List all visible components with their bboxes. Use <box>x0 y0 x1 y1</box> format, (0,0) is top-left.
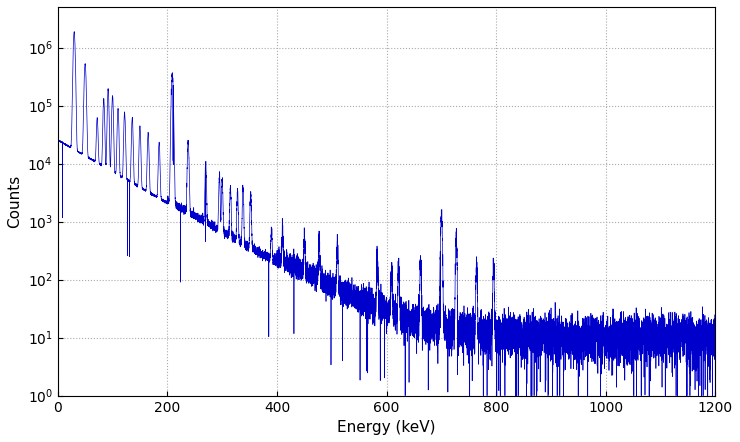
Y-axis label: Counts: Counts <box>7 175 22 228</box>
X-axis label: Energy (keV): Energy (keV) <box>337 420 436 435</box>
